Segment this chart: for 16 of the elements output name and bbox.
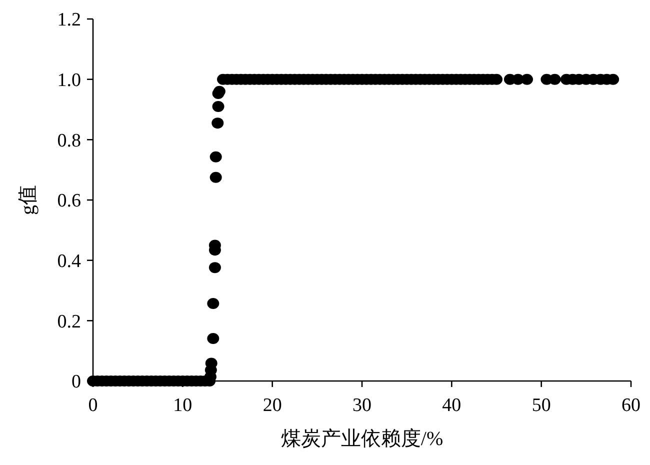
x-axis-title: 煤炭产业依赖度/% bbox=[280, 428, 444, 450]
y-axis-title: g值 bbox=[17, 185, 39, 215]
y-tick-label: 0.8 bbox=[57, 130, 81, 152]
x-tick-label: 60 bbox=[622, 395, 640, 416]
y-tick-label: 1.0 bbox=[57, 70, 81, 91]
x-tick-label: 10 bbox=[173, 395, 192, 416]
x-tick-label: 30 bbox=[352, 395, 372, 416]
y-tick-label: 1.2 bbox=[57, 10, 81, 31]
y-tick-label: 0.4 bbox=[57, 250, 82, 272]
x-tick-label: 40 bbox=[442, 395, 462, 416]
y-tick-label: 0.2 bbox=[57, 311, 81, 332]
x-tick-label: 50 bbox=[532, 395, 551, 416]
x-tick-label: 0 bbox=[88, 395, 98, 416]
y-tick-label: 0 bbox=[72, 372, 81, 393]
y-tick-label: 0.6 bbox=[57, 190, 81, 212]
x-tick-label: 20 bbox=[262, 395, 282, 416]
